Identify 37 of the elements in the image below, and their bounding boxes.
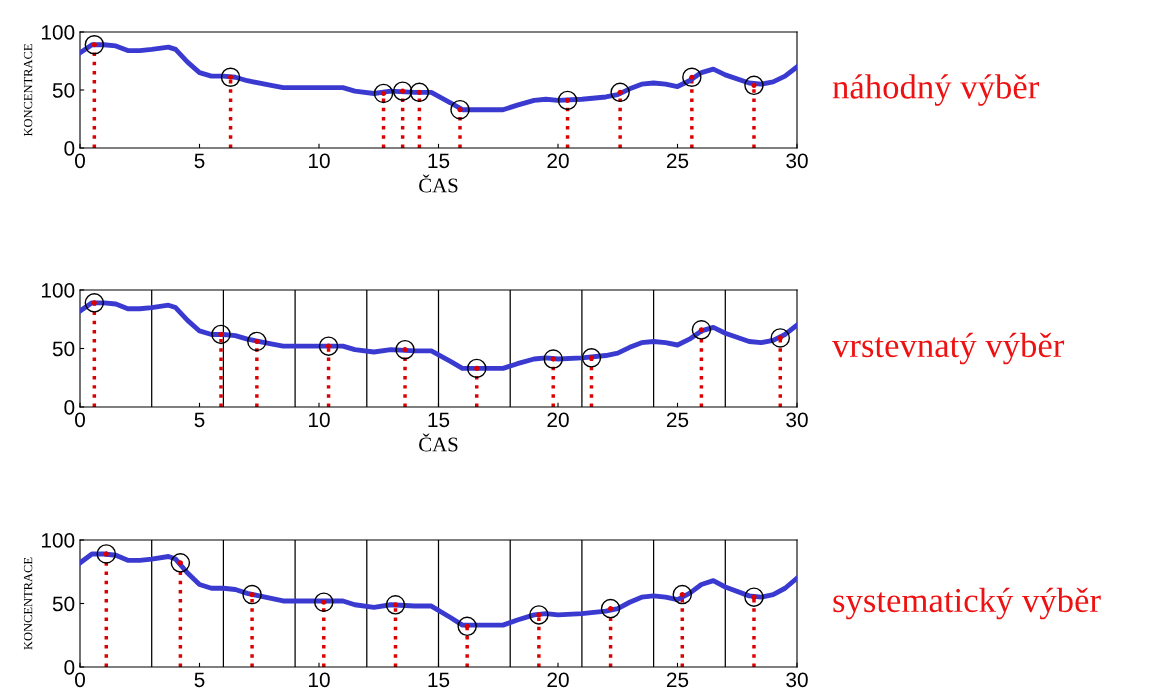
x-tick-label: 10 <box>309 412 330 428</box>
x-tick-label: 25 <box>666 412 689 428</box>
x-tick-label: 15 <box>428 672 450 688</box>
x-tick-label: 10 <box>309 153 330 169</box>
x-tick-label: 10 <box>309 672 330 688</box>
y-tick-label: 100 <box>41 283 75 298</box>
y-tick-label: 50 <box>52 596 75 612</box>
y-axis-title: KONCENTRACE <box>23 44 33 137</box>
x-tick-label: 5 <box>194 672 205 688</box>
y-tick-label: 0 <box>64 141 75 156</box>
y-tick-label: 100 <box>41 533 75 548</box>
y-axis-title: KONCENTRACE <box>23 557 33 650</box>
x-tick-label: 20 <box>547 672 569 688</box>
x-tick-label: 25 <box>666 153 689 169</box>
text: systematický výběr <box>833 587 1101 620</box>
x-tick-label: 20 <box>547 153 569 169</box>
y-tick-label: 0 <box>64 660 75 675</box>
x-tick-label: 0 <box>75 153 85 169</box>
x-tick-label: 0 <box>75 412 85 428</box>
x-tick-label: 15 <box>428 412 450 428</box>
y-tick-label: 50 <box>52 341 75 357</box>
x-tick-label: 15 <box>428 153 450 169</box>
y-tick-label: 0 <box>64 400 75 415</box>
x-tick-label: 20 <box>547 412 569 428</box>
x-tick-label: 25 <box>666 672 689 688</box>
text: náhodný výběr <box>832 74 1040 106</box>
x-tick-label: 5 <box>194 412 205 428</box>
x-tick-label: 30 <box>786 153 808 169</box>
x-tick-label: 0 <box>75 672 85 688</box>
x-tick-label: 5 <box>194 153 205 169</box>
x-axis-title: ČAS <box>419 433 458 452</box>
x-tick-label: 30 <box>786 412 808 428</box>
text: vrstevnatý výběr <box>832 332 1065 365</box>
y-tick-label: 100 <box>41 25 75 40</box>
x-axis-title: ČAS <box>419 174 458 193</box>
x-tick-label: 30 <box>786 672 808 688</box>
y-tick-label: 50 <box>52 83 75 98</box>
